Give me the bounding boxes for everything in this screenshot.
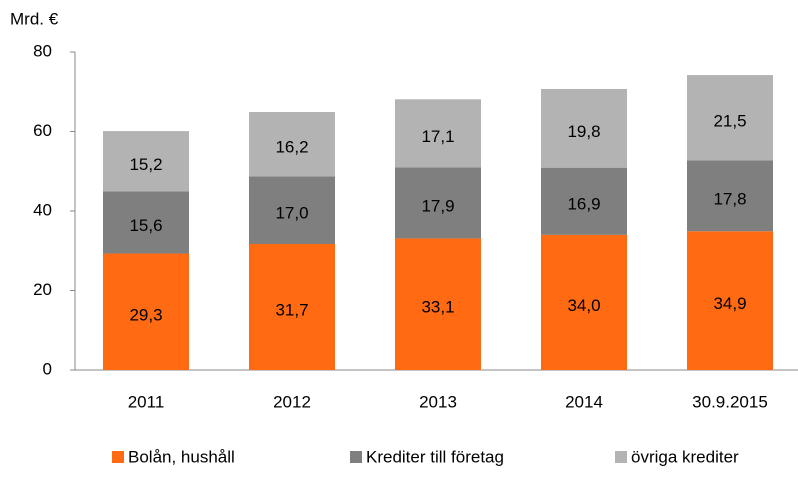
data-label: 34,0 (567, 296, 600, 315)
bar-segment (687, 231, 773, 370)
y-tick-label: 20 (33, 280, 52, 299)
bar-segment (249, 112, 335, 177)
x-tick-label: 2013 (419, 392, 457, 411)
x-tick-label: 2012 (273, 392, 311, 411)
legend-swatch (112, 451, 124, 463)
bar-segment (103, 191, 189, 254)
x-tick-label: 2014 (565, 392, 603, 411)
data-label: 17,9 (421, 196, 454, 215)
data-label: 16,2 (275, 138, 308, 157)
bar-segment (249, 176, 335, 244)
data-label: 34,9 (713, 294, 746, 313)
bar-segment (103, 131, 189, 192)
bar-segment (541, 167, 627, 235)
legend-label: Krediter till företag (366, 447, 504, 466)
y-tick-label: 40 (33, 200, 52, 219)
y-tick-label: 60 (33, 121, 52, 140)
data-label: 15,2 (129, 155, 162, 174)
bar-segment (395, 99, 481, 168)
y-axis-label: Mrd. € (10, 9, 59, 28)
bar-segment (687, 75, 773, 161)
legend-label: Bolån, hushåll (128, 447, 235, 466)
data-label: 16,9 (567, 195, 600, 214)
legend-swatch (615, 451, 627, 463)
data-label: 31,7 (275, 300, 308, 319)
bar-segment (687, 160, 773, 232)
bar-segment (541, 234, 627, 370)
data-label: 17,8 (713, 189, 746, 208)
bar-segment (249, 243, 335, 370)
bar-segment (103, 253, 189, 370)
y-tick-label: 0 (43, 359, 52, 378)
data-label: 17,1 (421, 127, 454, 146)
x-tick-label: 30.9.2015 (692, 392, 768, 411)
legend-label: övriga krediter (631, 447, 739, 466)
y-tick-label: 80 (33, 41, 52, 60)
bar-segment (395, 167, 481, 239)
data-label: 21,5 (713, 111, 746, 130)
data-label: 33,1 (421, 298, 454, 317)
bar-segment (395, 238, 481, 370)
bar-segment (541, 88, 627, 168)
x-tick-label: 2011 (128, 392, 165, 411)
data-label: 29,3 (129, 305, 162, 324)
data-label: 15,6 (129, 216, 162, 235)
data-label: 17,0 (275, 204, 308, 223)
data-label: 19,8 (567, 122, 600, 141)
legend-swatch (350, 451, 362, 463)
